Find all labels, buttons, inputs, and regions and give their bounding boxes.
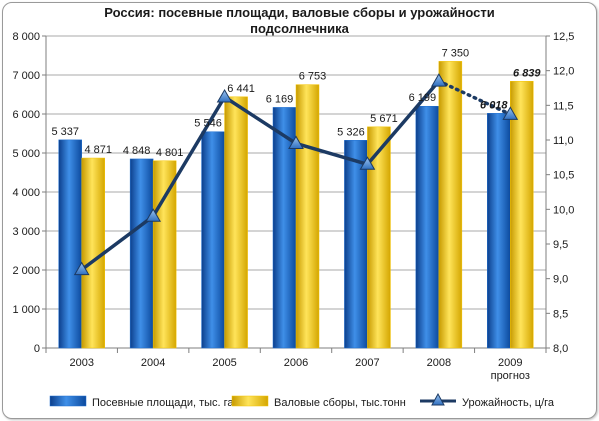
bar-harvest xyxy=(438,61,463,349)
data-label-area: 5 326 xyxy=(337,126,365,138)
x-tick-label: 2006 xyxy=(284,357,308,369)
x-tick-label: 2003 xyxy=(69,357,93,369)
bar-area xyxy=(58,139,82,349)
legend-label: Урожайность, ц/га xyxy=(462,397,555,409)
y-left-tick-label: 3 000 xyxy=(12,226,40,238)
bar-area xyxy=(201,131,225,349)
x-tick-label: 2004 xyxy=(141,357,165,369)
data-label-harvest: 6 753 xyxy=(299,71,327,83)
x-tick-label: 2008 xyxy=(427,357,451,369)
x-tick-label: 2007 xyxy=(355,357,379,369)
y-left-tick-label: 5 000 xyxy=(12,148,40,160)
yield-marker xyxy=(145,208,162,222)
chart-title-line2: подсолнечника xyxy=(250,21,349,36)
bar-harvest xyxy=(295,84,320,349)
y-left-tick-label: 4 000 xyxy=(12,187,40,199)
data-label-area: 5 337 xyxy=(51,126,79,138)
y-right-tick-label: 11,5 xyxy=(553,100,574,112)
bar-area xyxy=(129,158,154,349)
chart-title: Россия: посевные площади, валовые сборы … xyxy=(0,5,599,37)
data-label-area: 6 199 xyxy=(409,92,437,104)
bar-harvest xyxy=(367,126,391,349)
y-left-tick-label: 7 000 xyxy=(12,70,40,82)
legend: Посевные площади, тыс. га Валовые сборы, … xyxy=(49,392,555,409)
yield-marker xyxy=(502,106,519,120)
y-right-tick-label: 10,0 xyxy=(553,204,574,216)
y-left-tick-label: 0 xyxy=(34,343,40,355)
x-tick-sublabel: прогноз xyxy=(491,370,530,382)
data-label-harvest: 6 441 xyxy=(227,83,255,95)
legend-swatch xyxy=(49,395,87,407)
data-label-area: 5 546 xyxy=(194,118,222,130)
x-tick-label: 2009 xyxy=(498,357,522,369)
y-right-tick-label: 9,0 xyxy=(553,274,568,286)
yield-marker xyxy=(216,89,233,103)
bar-area xyxy=(344,140,368,349)
y-left-tick-label: 8 000 xyxy=(12,31,40,43)
y-right-tick-label: 9,5 xyxy=(553,239,568,251)
bar-area xyxy=(415,105,440,349)
y-right-tick-label: 8,0 xyxy=(553,343,568,355)
data-label-harvest: 7 350 xyxy=(442,47,470,59)
legend-marker xyxy=(431,392,445,406)
yield-marker xyxy=(73,261,90,276)
legend-label: Посевные площади, тыс. га xyxy=(92,397,234,409)
bar-harvest xyxy=(152,160,177,349)
legend-label: Валовые сборы, тыс.тонн xyxy=(274,397,406,409)
y-right-tick-label: 12,5 xyxy=(553,31,574,43)
y-left-tick-label: 6 000 xyxy=(12,109,40,121)
bar-area xyxy=(487,113,511,349)
yield-marker xyxy=(430,73,447,87)
data-label-area: 4 848 xyxy=(123,145,151,157)
data-label-area: 6 018 xyxy=(480,99,508,111)
yield-marker xyxy=(288,135,304,149)
data-label-area: 6 169 xyxy=(266,93,294,105)
data-label-harvest: 5 671 xyxy=(370,113,398,125)
chart-title-line1: Россия: посевные площади, валовые сборы … xyxy=(104,5,495,20)
y-left-tick-label: 2 000 xyxy=(12,265,40,277)
data-label-harvest: 6 839 xyxy=(513,67,541,79)
legend-swatch xyxy=(231,395,269,407)
yield-line xyxy=(80,79,441,272)
x-tick-label: 2005 xyxy=(212,357,236,369)
yield-marker xyxy=(359,156,376,170)
y-left-tick-label: 1 000 xyxy=(12,304,40,316)
y-right-tick-label: 10,5 xyxy=(553,170,574,182)
data-label-harvest: 4 801 xyxy=(156,147,184,159)
y-right-tick-label: 12,0 xyxy=(553,66,574,78)
bar-harvest xyxy=(224,96,248,349)
bar-harvest xyxy=(510,81,534,349)
plot-area: 0 1 000 2 000 3 000 4 000 5 000 6 000 7 000 8 00… xyxy=(12,31,574,382)
y-right-tick-label: 11,0 xyxy=(553,135,574,147)
y-right-tick-label: 8,5 xyxy=(553,308,568,320)
data-label-harvest: 4 871 xyxy=(84,144,112,156)
yield-line-forecast xyxy=(437,79,513,117)
